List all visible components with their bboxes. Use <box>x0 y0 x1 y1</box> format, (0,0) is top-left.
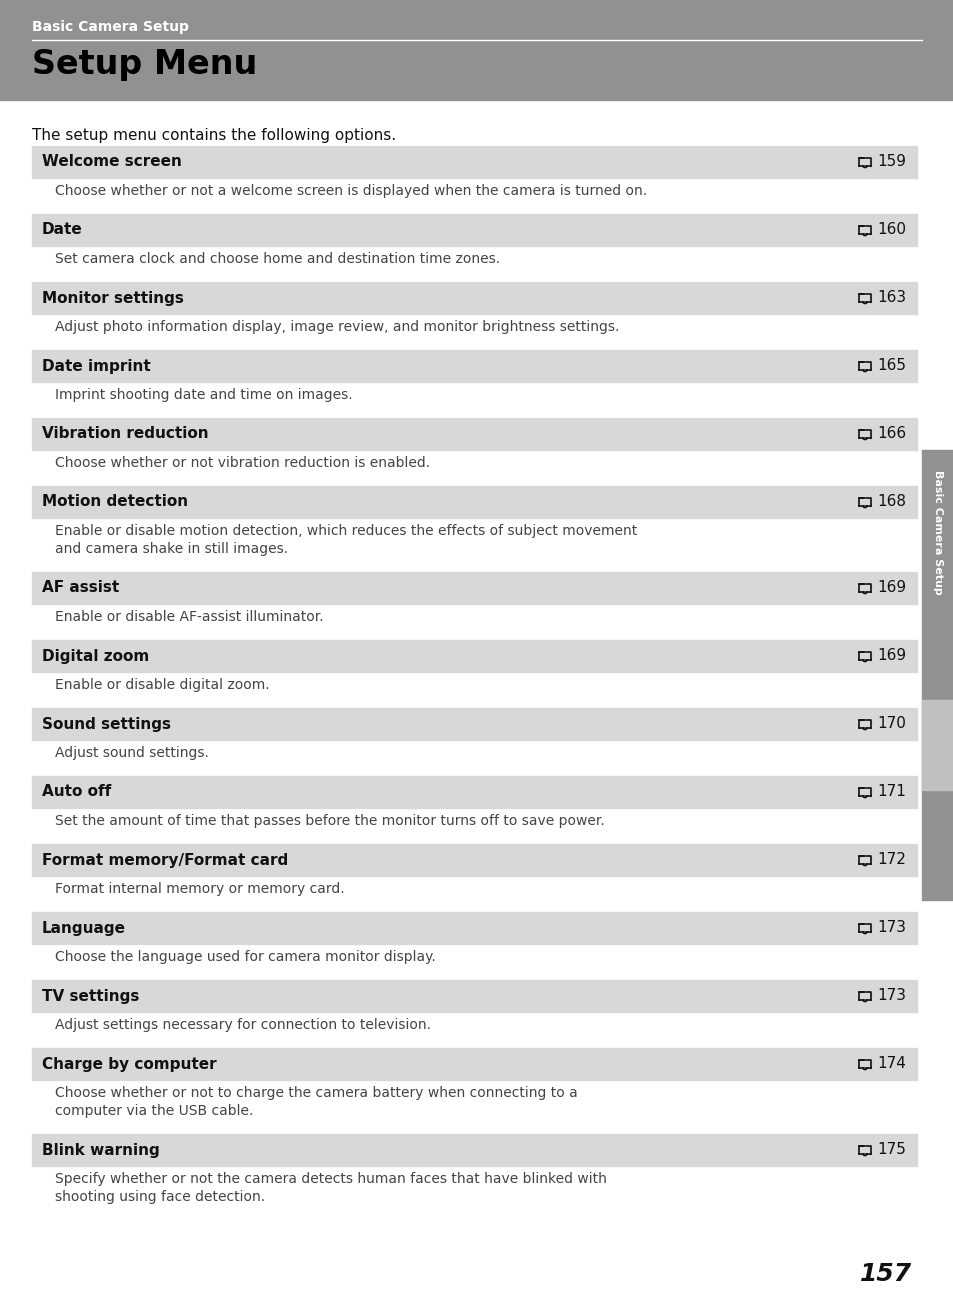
Text: 159: 159 <box>876 155 905 170</box>
Text: Imprint shooting date and time on images.: Imprint shooting date and time on images… <box>55 388 353 402</box>
Bar <box>32 980 916 1012</box>
Text: Motion detection: Motion detection <box>42 494 188 510</box>
Text: Enable or disable motion detection, which reduces the effects of subject movemen: Enable or disable motion detection, whic… <box>55 524 637 556</box>
Text: Digital zoom: Digital zoom <box>42 649 149 664</box>
Text: The setup menu contains the following options.: The setup menu contains the following op… <box>32 127 395 143</box>
Text: 173: 173 <box>876 988 905 1004</box>
Text: 171: 171 <box>876 784 905 799</box>
Text: 160: 160 <box>876 222 905 238</box>
Bar <box>32 214 916 246</box>
Text: Format internal memory or memory card.: Format internal memory or memory card. <box>55 882 344 896</box>
Bar <box>32 844 916 876</box>
Bar <box>32 486 916 518</box>
Text: Adjust settings necessary for connection to television.: Adjust settings necessary for connection… <box>55 1018 431 1031</box>
Bar <box>32 640 916 671</box>
Text: Basic Camera Setup: Basic Camera Setup <box>932 470 942 595</box>
Text: Adjust sound settings.: Adjust sound settings. <box>55 746 209 759</box>
Text: 173: 173 <box>876 921 905 936</box>
Text: Choose the language used for camera monitor display.: Choose the language used for camera moni… <box>55 950 436 964</box>
Text: 174: 174 <box>876 1056 905 1071</box>
Text: Set camera clock and choose home and destination time zones.: Set camera clock and choose home and des… <box>55 252 499 265</box>
Text: 166: 166 <box>876 427 905 442</box>
Text: Choose whether or not to charge the camera battery when connecting to a
computer: Choose whether or not to charge the came… <box>55 1085 578 1118</box>
Text: Monitor settings: Monitor settings <box>42 290 184 305</box>
Text: Date: Date <box>42 222 83 238</box>
Text: Choose whether or not vibration reduction is enabled.: Choose whether or not vibration reductio… <box>55 456 430 470</box>
Text: 168: 168 <box>876 494 905 510</box>
Text: Sound settings: Sound settings <box>42 716 171 732</box>
Bar <box>32 777 916 808</box>
Text: Blink warning: Blink warning <box>42 1142 159 1158</box>
Text: 170: 170 <box>876 716 905 732</box>
Text: Specify whether or not the camera detects human faces that have blinked with
sho: Specify whether or not the camera detect… <box>55 1172 606 1205</box>
Bar <box>32 283 916 314</box>
Bar <box>0 0 953 100</box>
Text: Enable or disable digital zoom.: Enable or disable digital zoom. <box>55 678 270 692</box>
Bar <box>921 449 953 900</box>
Text: Adjust photo information display, image review, and monitor brightness settings.: Adjust photo information display, image … <box>55 321 618 334</box>
Text: Setup Menu: Setup Menu <box>32 49 257 81</box>
Text: Language: Language <box>42 921 126 936</box>
Text: 175: 175 <box>876 1142 905 1158</box>
Bar <box>32 572 916 604</box>
Text: Charge by computer: Charge by computer <box>42 1056 216 1071</box>
Bar <box>32 350 916 382</box>
Text: 172: 172 <box>876 853 905 867</box>
Text: Auto off: Auto off <box>42 784 112 799</box>
Bar <box>32 146 916 177</box>
Text: 163: 163 <box>876 290 905 305</box>
Text: 157: 157 <box>859 1261 911 1286</box>
Bar <box>32 912 916 943</box>
Text: 165: 165 <box>876 359 905 373</box>
Text: Basic Camera Setup: Basic Camera Setup <box>32 20 189 34</box>
Text: Set the amount of time that passes before the monitor turns off to save power.: Set the amount of time that passes befor… <box>55 813 604 828</box>
Text: AF assist: AF assist <box>42 581 119 595</box>
Bar <box>32 1134 916 1166</box>
Text: Enable or disable AF-assist illuminator.: Enable or disable AF-assist illuminator. <box>55 610 323 624</box>
Bar <box>32 708 916 740</box>
Bar <box>32 1049 916 1080</box>
Bar <box>32 418 916 449</box>
Text: TV settings: TV settings <box>42 988 139 1004</box>
Text: Choose whether or not a welcome screen is displayed when the camera is turned on: Choose whether or not a welcome screen i… <box>55 184 646 198</box>
Text: Date imprint: Date imprint <box>42 359 151 373</box>
Text: Format memory/Format card: Format memory/Format card <box>42 853 288 867</box>
Text: Vibration reduction: Vibration reduction <box>42 427 209 442</box>
Text: 169: 169 <box>876 649 905 664</box>
Bar <box>921 700 953 790</box>
Text: 169: 169 <box>876 581 905 595</box>
Text: Welcome screen: Welcome screen <box>42 155 182 170</box>
